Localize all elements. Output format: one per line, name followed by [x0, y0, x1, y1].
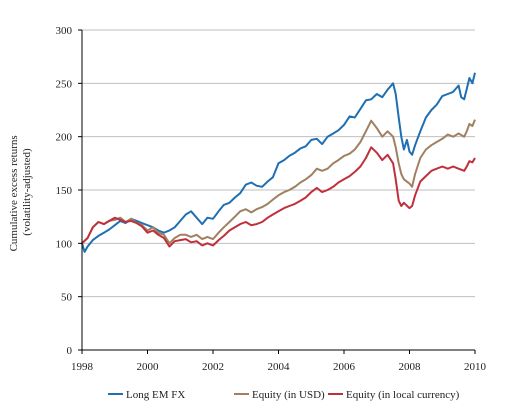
series-line-1 [81, 119, 476, 245]
x-tick-label-3: 2004 [268, 361, 291, 373]
x-tick-labels: 1998 2000 2002 2004 2006 2008 2010 [71, 350, 487, 373]
x-tick-label-5: 2008 [399, 361, 422, 373]
y-axis-title-line-1: Cumulative excess returns [8, 135, 20, 251]
y-tick-label-2: 100 [56, 238, 73, 250]
x-tick-label-1: 2000 [137, 361, 160, 373]
y-tick-label-3: 150 [56, 185, 73, 197]
y-axis-title: Cumulative excess returns (volatility-ad… [8, 133, 33, 252]
x-tick-label-6: 2010 [464, 361, 487, 373]
x-tick-label-2: 2002 [202, 361, 224, 373]
legend-label-1: Equity (in USD) [252, 389, 325, 401]
y-tick-labels: 0 50 100 150 200 250 300 [56, 25, 82, 357]
y-tick-label-0: 0 [67, 345, 73, 357]
legend-label-2: Equity (in local currency) [346, 389, 460, 401]
legend-label-0: Long EM FX [126, 389, 185, 401]
x-tick-label-4: 2006 [333, 361, 356, 373]
series-line-2 [81, 146, 476, 248]
y-tick-label-5: 250 [56, 78, 73, 90]
y-tick-label-4: 200 [56, 132, 73, 144]
series-line-0 [81, 72, 476, 253]
series-lines [81, 72, 476, 253]
y-tick-label-6: 300 [56, 25, 73, 37]
legend: Long EM FX Equity (in USD) Equity (in loca… [108, 389, 460, 401]
y-axis-title-line-2: (volatility-adjusted) [21, 148, 33, 236]
y-tick-label-1: 50 [61, 292, 73, 304]
x-tick-label-0: 1998 [71, 361, 94, 373]
gridlines [82, 29, 475, 298]
